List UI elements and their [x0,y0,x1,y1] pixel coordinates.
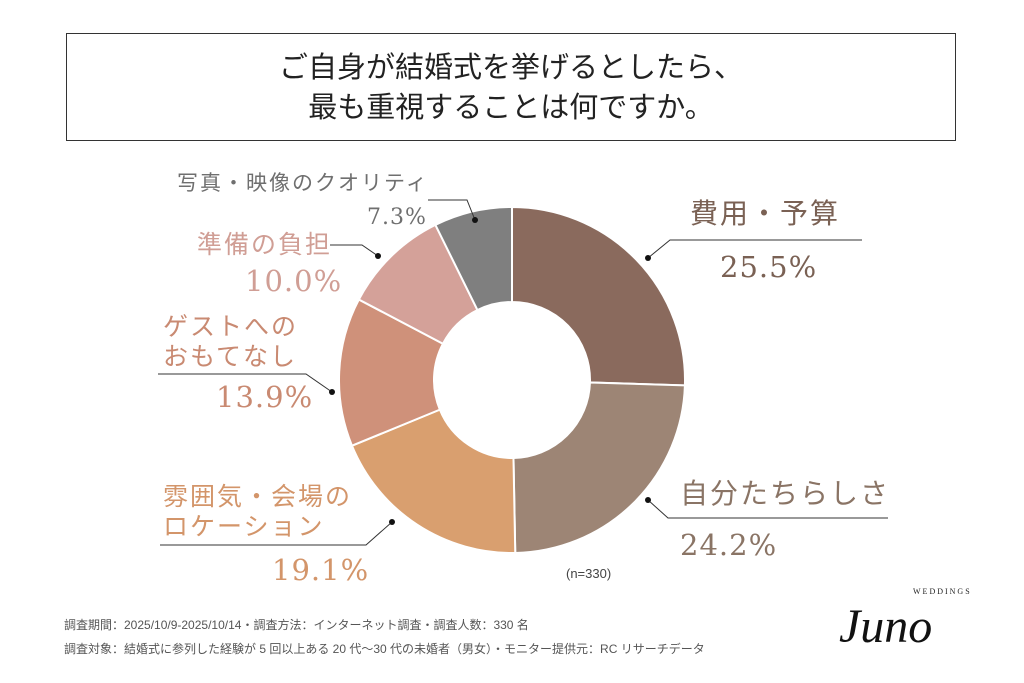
title-line-1: ご自身が結婚式を挙げるとしたら、 [278,50,743,84]
leader-dot [645,497,651,503]
footer-survey-info: 調査期間：2025/10/9-2025/10/14・調査方法：インターネット調査… [64,618,529,632]
leader-line [647,499,888,519]
category-label-line: 準備の負担 [197,230,333,259]
category-label-line: ロケーション [163,512,325,541]
category-label: 写真・映像のクオリティ [177,170,429,196]
category-label-line: 自分たちらしさ [680,477,891,510]
category-label-line: ゲストへの [163,312,299,341]
leader-line [158,373,333,393]
leader-line [330,244,379,257]
category-label: ゲストへの おもてなし [163,312,298,372]
title-line-2: 最も重視することは何ですか。 [308,90,714,124]
leader-dot [375,253,381,259]
logo-sub: WEDDINGS [913,587,972,596]
sample-size: (n=330) [566,566,612,581]
value-label: 10.0% [245,264,343,298]
category-label-line: 雰囲気・会場の [163,482,353,511]
category-label: 費用・予算 [690,198,840,230]
category-label: 準備の負担 [197,230,332,260]
value-label: 7.3% [367,205,427,230]
leader-dot [389,519,395,525]
donut-slice [512,381,686,554]
leader-dot [645,255,651,261]
leader-line [647,239,862,259]
value-label: 24.2% [680,528,778,562]
leader-dot [329,389,335,395]
category-label-line: 写真・映像のクオリティ [177,171,429,195]
category-label: 自分たちらしさ [680,478,890,510]
value-label: 25.5% [720,250,818,284]
value-label: 13.9% [216,380,314,414]
juno-weddings-logo: WEDDINGS Juno [835,585,970,661]
leader-line [428,199,476,221]
donut-slice [511,205,686,387]
category-label-line: 費用・予算 [690,197,841,230]
donut-slice [350,408,517,554]
value-label: 19.1% [272,553,370,587]
category-label-line: おもてなし [163,342,298,371]
leader-line [160,521,393,546]
donut-slice [434,205,513,312]
leader-dot [472,217,478,223]
logo-name: Juno [839,600,933,653]
title-box: ご自身が結婚式を挙げるとしたら、 最も重視することは何ですか。 [66,33,956,141]
category-label: 雰囲気・会場の ロケーション [163,482,352,542]
footer-survey-target: 調査対象：結婚式に参列した経験が 5 回以上ある 20 代〜30 代の未婚者（男… [64,642,705,656]
